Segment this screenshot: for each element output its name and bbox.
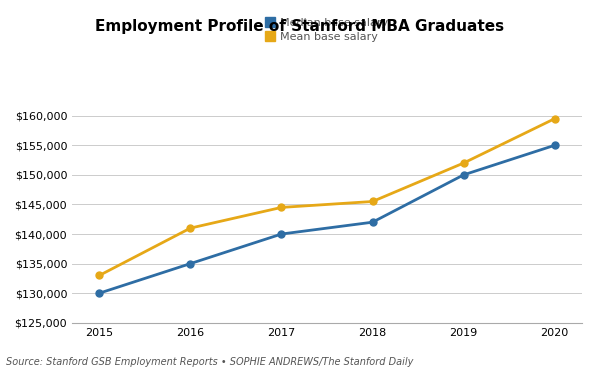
- Text: Employment Profile of Stanford MBA Graduates: Employment Profile of Stanford MBA Gradu…: [95, 19, 505, 33]
- Text: Source: Stanford GSB Employment Reports • SOPHIE ANDREWS/The Stanford Daily: Source: Stanford GSB Employment Reports …: [6, 357, 413, 367]
- Legend: Median base salary, Mean base salary: Median base salary, Mean base salary: [266, 17, 388, 42]
